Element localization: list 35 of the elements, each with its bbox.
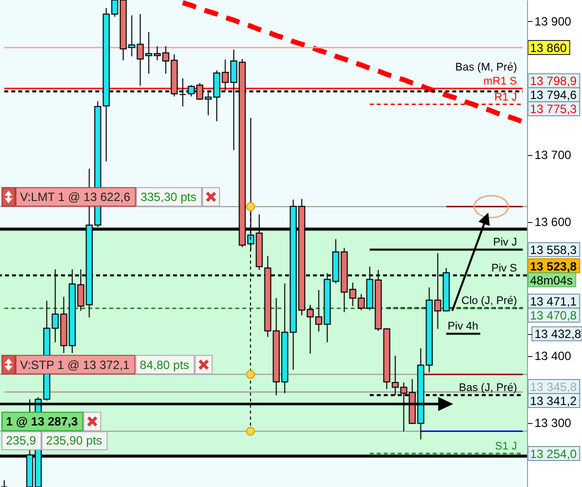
data-label: 13 775,3: [530, 102, 578, 116]
series-label: S1 J: [494, 440, 517, 453]
annotation: V:LMT 1 @ 13 622,6: [20, 190, 131, 204]
data-label: 13 345,8: [530, 380, 578, 394]
data-label: 13 470,8: [530, 308, 578, 323]
y-tick-label: 13 900: [534, 14, 572, 28]
annotation: 84,80 pts: [140, 358, 190, 372]
y-tick-label: 13 700: [534, 148, 572, 162]
annotation: 235,9: [6, 434, 36, 448]
series-label: Clo (J, Pré): [461, 295, 517, 308]
y-tick-label: 13 600: [534, 215, 572, 230]
data-label: 13 341,2: [530, 394, 578, 408]
y-tick-label: 13 300: [534, 416, 572, 430]
series-label: Bas (M, Pré): [455, 61, 517, 74]
series-label: Piv 4h: [448, 320, 478, 333]
data-label: 13 798,9: [530, 74, 578, 88]
data-label: 13 471,1: [530, 294, 578, 309]
annotation: 235,90 pts: [46, 434, 102, 448]
text: 48m04s: [530, 273, 573, 288]
series-label: R1 J: [494, 91, 517, 104]
annotation: V:STP 1 @ 13 372,1: [20, 358, 130, 372]
series-label: Piv J: [493, 236, 517, 249]
y-tick-label: 13 400: [534, 349, 572, 364]
text: 13 523,8: [530, 259, 577, 274]
candlestick: [0, 480, 8, 487]
series-label: mR1 S: [483, 75, 517, 88]
y-tick-label: 13 432,8: [534, 327, 582, 342]
annotation: 1 @ 13 287,3: [6, 414, 78, 429]
series-label: Bas (J, Pré): [458, 382, 517, 394]
data-label: 13 558,3: [530, 243, 578, 258]
annotation: 335,30 pts: [140, 190, 197, 204]
data-label: 13 254,0: [530, 447, 578, 462]
ref-line-label: Piv S: [491, 262, 517, 274]
data-label: 13 794,6: [530, 88, 578, 102]
data-label: 13 860: [530, 41, 568, 56]
